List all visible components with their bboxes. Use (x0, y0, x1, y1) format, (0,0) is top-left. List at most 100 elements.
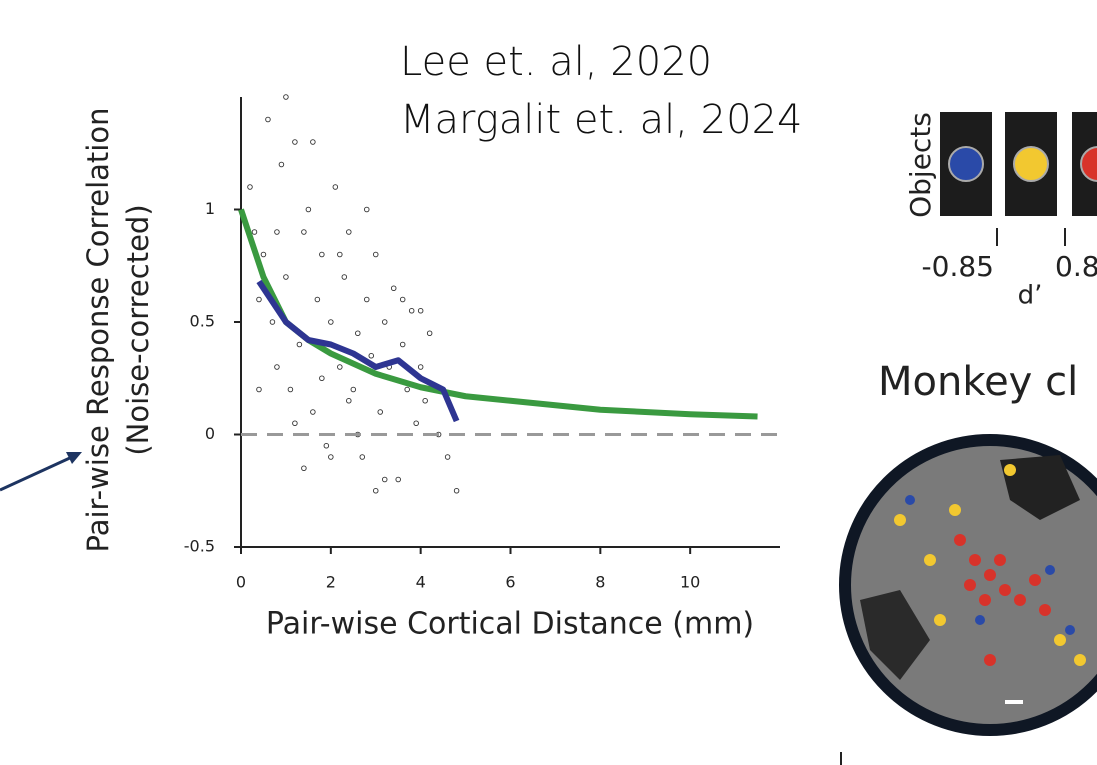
point (418, 308, 423, 313)
point (302, 230, 307, 235)
point (418, 365, 423, 370)
point (391, 286, 396, 291)
dot (1054, 634, 1066, 646)
right-panel: Objects -0.85 0.8 d’ Monkey cl (845, 112, 1097, 730)
point (347, 230, 352, 235)
dot (934, 614, 946, 626)
point (288, 387, 293, 392)
point (329, 455, 334, 460)
dot (984, 654, 996, 666)
dot (1004, 464, 1016, 476)
point (293, 140, 298, 145)
dot (994, 554, 1006, 566)
object-dot (949, 147, 983, 181)
citation: Margalit et. al, 2024 (400, 97, 802, 143)
point (396, 477, 401, 482)
point (320, 376, 325, 381)
dot (924, 554, 936, 566)
y-axis-label: Pair-wise Response Correlation (81, 108, 115, 553)
y-axis-label: (Noise-corrected) (121, 204, 155, 455)
axis-label: d’ (1018, 281, 1043, 311)
point (333, 185, 338, 190)
point (445, 455, 450, 460)
point (257, 387, 262, 392)
tick-label: 0.8 (1055, 250, 1097, 283)
point (409, 308, 414, 313)
objects-label: Objects (904, 112, 937, 218)
point (311, 410, 316, 415)
point (364, 207, 369, 212)
point (257, 297, 262, 302)
x-tick-label: 8 (595, 573, 605, 592)
point (360, 455, 365, 460)
point (355, 331, 360, 336)
point (400, 342, 405, 347)
point (329, 320, 334, 325)
point (270, 320, 275, 325)
tick-label: -0.85 (922, 250, 994, 283)
point (378, 410, 383, 415)
point (320, 252, 325, 257)
scale-bar (1005, 700, 1023, 704)
citation: Lee et. al, 2020 (400, 39, 712, 85)
point (248, 185, 253, 190)
dot (1039, 604, 1051, 616)
point (311, 140, 316, 145)
point (302, 466, 307, 471)
point (315, 297, 320, 302)
point (373, 488, 378, 493)
point (351, 387, 356, 392)
point (342, 275, 347, 280)
point (400, 297, 405, 302)
dot (1045, 565, 1055, 575)
dot (964, 579, 976, 591)
dot (905, 495, 915, 505)
point (338, 365, 343, 370)
y-tick-label: -0.5 (184, 537, 215, 556)
dot (999, 584, 1011, 596)
point (297, 342, 302, 347)
x-tick-label: 0 (236, 573, 246, 592)
trend-line (241, 210, 758, 417)
point (293, 421, 298, 426)
point (338, 252, 343, 257)
dot (1014, 594, 1026, 606)
arrow (0, 457, 72, 490)
x-tick-label: 2 (326, 573, 336, 592)
x-axis-label: Pair-wise Cortical Distance (mm) (266, 607, 754, 642)
dot (979, 594, 991, 606)
point (252, 230, 257, 235)
dot (1029, 574, 1041, 586)
x-tick-label: 4 (416, 573, 426, 592)
point (405, 387, 410, 392)
point (275, 230, 280, 235)
heading: Monkey cl (878, 359, 1078, 405)
dot (975, 615, 985, 625)
point (324, 443, 329, 448)
dot (954, 534, 966, 546)
dot (1074, 654, 1086, 666)
point (347, 398, 352, 403)
point (261, 252, 266, 257)
point (369, 353, 374, 358)
x-tick-label: 6 (505, 573, 515, 592)
point (266, 117, 271, 122)
point (414, 421, 419, 426)
slide: Lee et. al, 2020 Margalit et. al, 2024 P… (0, 0, 1097, 765)
point (306, 207, 311, 212)
dot (949, 504, 961, 516)
y-tick-label: 0 (205, 424, 215, 443)
dot (984, 569, 996, 581)
dot (1065, 625, 1075, 635)
object-dot (1014, 147, 1048, 181)
point (454, 488, 459, 493)
y-tick-label: 0.5 (190, 312, 215, 331)
point (382, 477, 387, 482)
y-tick-label: 1 (205, 199, 215, 218)
point (284, 95, 289, 100)
x-tick-label: 10 (680, 573, 700, 592)
point (279, 162, 284, 167)
dot (969, 554, 981, 566)
point (284, 275, 289, 280)
